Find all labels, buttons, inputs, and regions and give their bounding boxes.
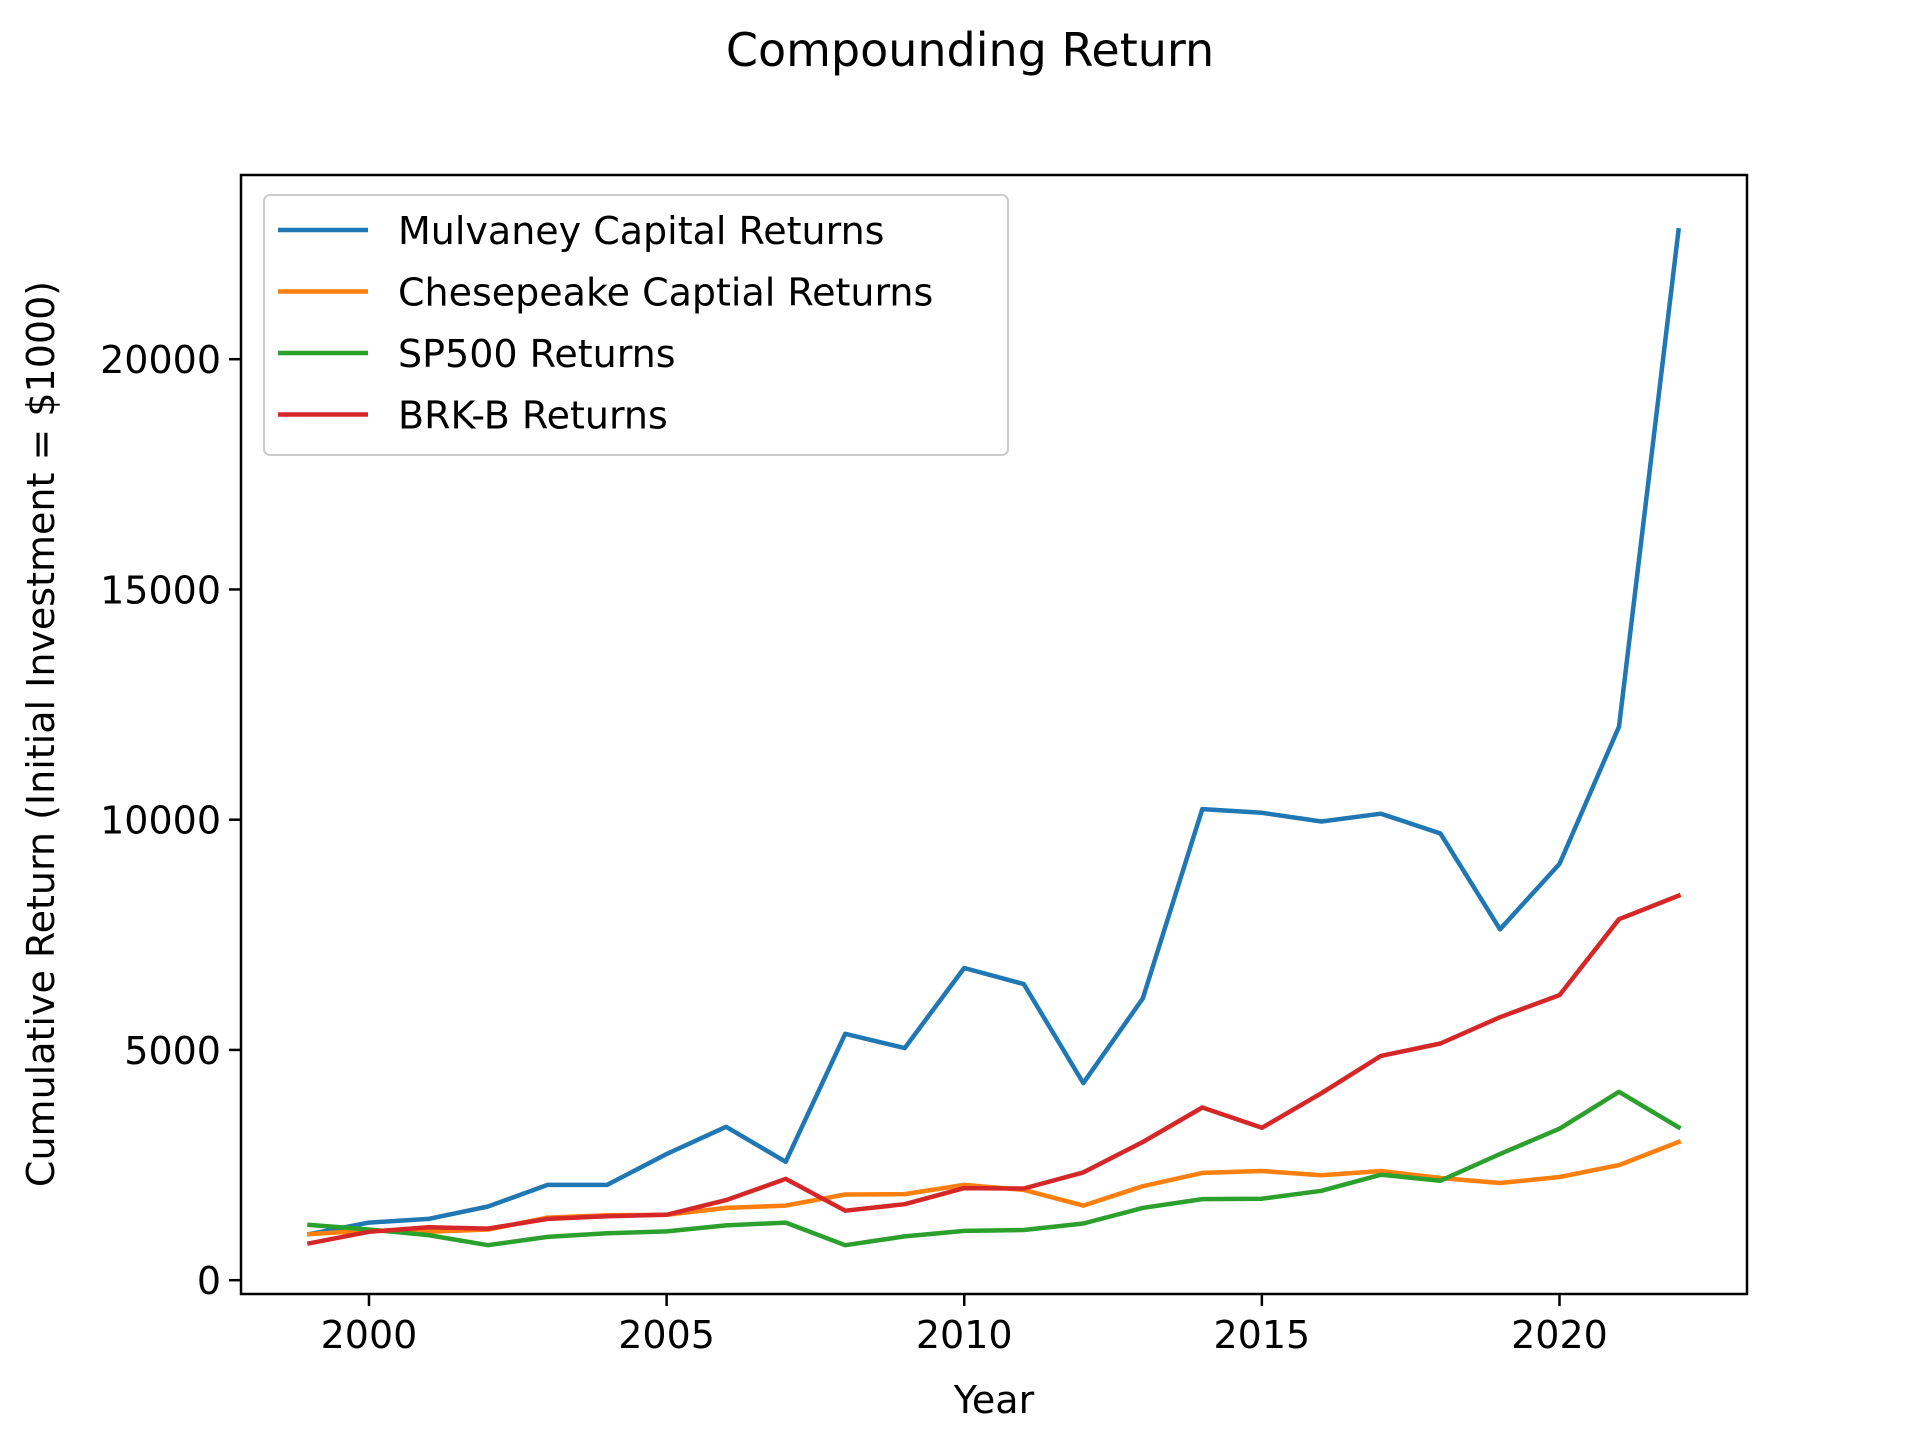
legend: Mulvaney Capital Returns Chesepeake Capti… <box>263 194 1009 456</box>
plot-frame <box>239 173 1749 1296</box>
x-tick-label: 2010 <box>916 1313 1013 1357</box>
chart-title: Compounding Return <box>726 23 1214 77</box>
y-axis: 0 5000 10000 15000 20000 <box>100 338 241 1303</box>
legend-label: Mulvaney Capital Returns <box>398 209 884 253</box>
y-tick-label: 20000 <box>100 338 221 382</box>
x-axis: 2000 2005 2010 2015 2020 <box>321 1294 1608 1357</box>
x-tick-label: 2005 <box>618 1313 715 1357</box>
x-tick-label: 2020 <box>1511 1313 1608 1357</box>
y-tick-label: 15000 <box>100 568 221 612</box>
y-tick-label: 10000 <box>100 799 221 843</box>
legend-label: BRK-B Returns <box>398 394 668 438</box>
series-layer <box>306 227 1682 1248</box>
legend-box <box>263 194 1009 456</box>
x-tick-label: 2000 <box>321 1313 418 1357</box>
series-line-1 <box>306 227 1682 1237</box>
x-tick-label: 2015 <box>1214 1313 1311 1357</box>
y-tick-label: 0 <box>197 1259 221 1303</box>
series-line-3 <box>307 1089 1682 1248</box>
series-line-4 <box>306 892 1682 1246</box>
y-tick-label: 5000 <box>124 1029 221 1073</box>
y-axis-label: Cumulative Return (Initial Investment = … <box>19 281 63 1187</box>
legend-label: SP500 Returns <box>398 332 676 376</box>
legend-entries: Mulvaney Capital Returns Chesepeake Capti… <box>278 209 933 438</box>
legend-label: Chesepeake Captial Returns <box>398 271 933 315</box>
x-axis-label: Year <box>953 1378 1035 1422</box>
